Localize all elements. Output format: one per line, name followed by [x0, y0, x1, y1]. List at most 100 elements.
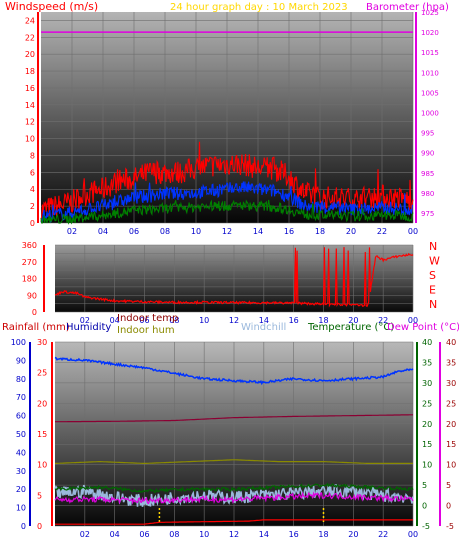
dewpoint-tick-label: 30 [446, 379, 456, 388]
x-tick-label: 02 [67, 227, 77, 236]
barometer-tick-label: 1015 [421, 49, 439, 57]
humidity-tick-label: 80 [16, 375, 26, 384]
humidity-tick-label: 20 [16, 485, 26, 494]
temperature-tick-label: 35 [422, 358, 432, 367]
compass-label: W [429, 255, 440, 268]
temperature-tick-label: 40 [422, 338, 432, 347]
barometer-tick-label: 1025 [421, 9, 439, 17]
x-tick-label: 14 [259, 530, 269, 539]
humidity-tick-label: 90 [16, 356, 26, 365]
graph-title: 24 hour graph day : 10 March 2023 [170, 2, 348, 13]
x-tick-label: 06 [139, 530, 149, 539]
x-tick-label: 02 [80, 316, 90, 325]
x-tick-label: 16 [289, 530, 299, 539]
barometer-tick-label: 980 [421, 190, 434, 198]
humidity-tick-label: 40 [16, 448, 26, 457]
windspeed-tick-label: 16 [25, 84, 35, 93]
compass-label: E [429, 284, 436, 297]
temperature-axes: 0510152025300102030405060708090100-50510… [11, 338, 456, 539]
rainfall-tick-label: 25 [37, 369, 47, 378]
barometer-tick-label: 1010 [421, 69, 439, 77]
compass-label: N [429, 298, 437, 311]
direction-tick-label: 0 [32, 308, 37, 317]
series-line-temperature-c [54, 482, 414, 494]
x-tick-label: 00 [408, 227, 418, 236]
legend-indoor-temp: Indoor temp [117, 313, 178, 324]
x-tick-label: 20 [348, 316, 358, 325]
windspeed-tick-label: 18 [25, 67, 35, 76]
compass-label: N [429, 240, 437, 253]
barometer-tick-label: 1005 [421, 89, 439, 97]
dewpoint-tick-label: -5 [446, 522, 454, 531]
barometer-tick-label: 1020 [421, 29, 439, 37]
dewpoint-tick-label: 40 [446, 338, 456, 347]
windspeed-tick-label: 2 [30, 202, 35, 211]
series-line-dew-point-c [54, 491, 414, 505]
wind-direction-series [54, 247, 414, 308]
x-tick-label: 14 [253, 227, 263, 236]
series-line-rainfall-mm [55, 519, 413, 525]
legend-indoor-hum: Indoor hum [117, 325, 175, 336]
series-line-indoor-temp [55, 414, 413, 423]
x-tick-label: 22 [377, 227, 387, 236]
temperature-axis-title: Temperature (°C) [307, 322, 394, 333]
temperature-tick-label: -5 [422, 522, 430, 531]
temperature-series [54, 356, 414, 525]
windspeed-tick-label: 4 [30, 185, 35, 194]
wind-direction-line [54, 247, 414, 308]
wind-speed-line [40, 181, 414, 224]
x-tick-label: 12 [222, 227, 232, 236]
windspeed-tick-label: 12 [25, 118, 35, 127]
temperature-tick-label: 5 [422, 481, 427, 490]
temperature-tick-label: 20 [422, 420, 432, 429]
temperature-tick-label: 25 [422, 399, 432, 408]
legend-windchill: Windchill [241, 322, 286, 333]
windspeed-tick-label: 10 [25, 135, 35, 144]
x-tick-label: 22 [378, 316, 388, 325]
temperature-tick-label: 15 [422, 440, 432, 449]
dewpoint-axis-title: Dew Point (°C) [387, 322, 459, 333]
series-line-humidity [54, 356, 414, 386]
x-tick-label: 16 [284, 227, 294, 236]
series-line-indoor-hum [55, 459, 413, 464]
x-tick-label: 04 [110, 316, 120, 325]
rainfall-tick-label: 20 [37, 399, 47, 408]
direction-tick-label: 180 [22, 275, 37, 284]
x-tick-label: 12 [229, 530, 239, 539]
humidity-tick-label: 10 [16, 504, 26, 513]
x-tick-label: 08 [160, 227, 170, 236]
windspeed-tick-label: 24 [25, 16, 35, 25]
windspeed-tick-label: 14 [25, 101, 35, 110]
windspeed-axes: 0246810121416182022249759809859909951000… [25, 9, 439, 236]
x-tick-label: 04 [110, 530, 120, 539]
humidity-tick-label: 0 [21, 522, 26, 531]
x-tick-label: 16 [289, 316, 299, 325]
direction-tick-label: 270 [22, 258, 37, 267]
x-tick-label: 22 [378, 530, 388, 539]
x-tick-label: 20 [346, 227, 356, 236]
x-tick-label: 00 [408, 530, 418, 539]
windspeed-tick-label: 8 [30, 151, 35, 160]
x-tick-label: 08 [169, 316, 179, 325]
x-tick-label: 08 [169, 530, 179, 539]
humidity-tick-label: 50 [16, 430, 26, 439]
x-tick-label: 12 [229, 316, 239, 325]
x-tick-label: 10 [191, 227, 201, 236]
humidity-tick-label: 70 [16, 393, 26, 402]
dewpoint-tick-label: 15 [446, 440, 456, 449]
barometer-tick-label: 990 [421, 150, 434, 158]
dewpoint-tick-label: 25 [446, 399, 456, 408]
direction-tick-label: 360 [22, 241, 37, 250]
direction-tick-label: 90 [27, 291, 37, 300]
x-tick-label: 06 [139, 316, 149, 325]
x-tick-label: 18 [318, 530, 328, 539]
x-tick-label: 10 [199, 530, 209, 539]
x-tick-label: 04 [98, 227, 108, 236]
windspeed-tick-label: 22 [25, 33, 35, 42]
wind-avg-line [40, 199, 414, 225]
rainfall-tick-label: 15 [37, 430, 47, 439]
temperature-tick-label: 10 [422, 461, 432, 470]
rainfall-tick-label: 10 [37, 461, 47, 470]
